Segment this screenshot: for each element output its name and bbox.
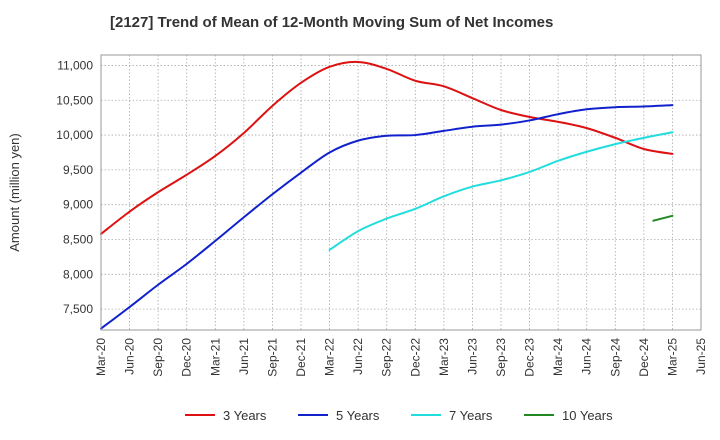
x-tick-label: Mar-21 [208,338,222,376]
series-line-5-years [100,104,674,330]
x-tick-label: Sep-23 [494,338,508,377]
x-tick-label: Dec-23 [523,338,537,377]
legend-label-7-years: 7 Years [449,408,493,423]
y-tick-label: 8,000 [63,267,93,281]
series-line-7-years [328,131,674,251]
legend: 3 Years 5 Years 7 Years 10 Years [185,408,613,423]
y-tick-label: 7,500 [63,302,93,316]
x-tick-label: Dec-21 [294,338,308,377]
x-tick-label: Dec-22 [408,338,422,377]
y-tick-label: 9,500 [63,163,93,177]
x-tick-label: Mar-25 [665,338,679,376]
y-tick-label: 8,500 [63,232,93,246]
chart-title: [2127] Trend of Mean of 12-Month Moving … [110,14,554,31]
x-tick-label: Dec-24 [637,338,651,377]
y-tick-label: 11,000 [57,58,93,72]
x-tick-label: Jun-25 [694,338,708,375]
x-tick-label: Sep-24 [608,338,622,377]
y-axis-label: Amount (million yen) [7,133,22,252]
x-tick-label: Mar-23 [437,338,451,376]
y-tick-label: 9,000 [63,198,93,212]
legend-label-10-years: 10 Years [562,408,613,423]
legend-label-5-years: 5 Years [336,408,380,423]
legend-label-3-years: 3 Years [223,408,267,423]
y-tick-label: 10,500 [56,93,93,107]
x-tick-label: Mar-22 [323,338,337,376]
x-tick-label: Jun-22 [351,338,365,375]
x-tick-label: Sep-22 [380,338,394,377]
x-tick-label: Sep-20 [151,338,165,377]
y-axis-ticks: 7,500 8,000 8,500 9,000 9,500 10,000 10,500 11,… [56,58,93,316]
plot-grid [100,55,702,330]
x-tick-label: Dec-20 [180,338,194,377]
x-tick-label: Jun-20 [123,338,137,375]
x-tick-label: Mar-24 [551,338,565,376]
x-tick-label: Jun-23 [465,338,479,375]
plot-frame [100,54,702,331]
series-line-10-years [652,214,674,222]
x-tick-label: Sep-21 [265,338,279,377]
x-tick-label: Jun-21 [237,338,251,375]
series-line-3-years [100,60,674,235]
y-tick-label: 10,000 [56,128,93,142]
x-tick-label: Jun-24 [580,338,594,375]
plot-lines [100,60,674,330]
x-tick-label: Mar-20 [94,338,108,376]
x-axis-ticks: Mar-20 Jun-20 Sep-20 Dec-20 Mar-21 Jun-21 Sep-… [94,338,708,377]
